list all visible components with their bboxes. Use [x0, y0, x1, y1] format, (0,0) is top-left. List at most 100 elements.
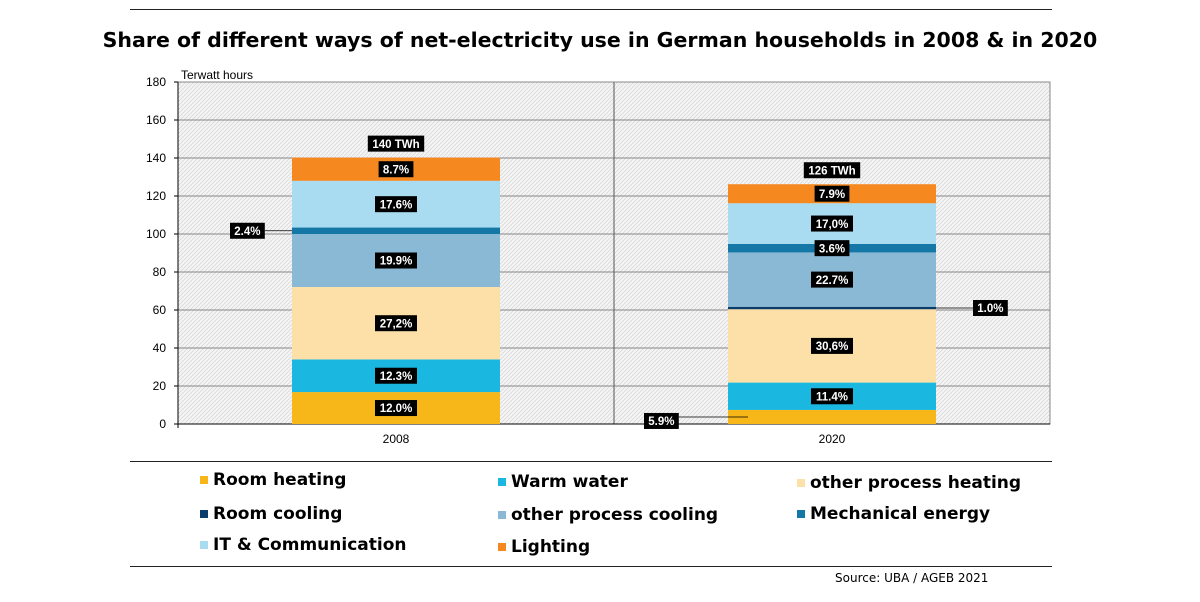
y-tick-label: 140: [146, 151, 166, 165]
legend-label: Room heating: [213, 470, 347, 490]
data-label-text: 3.6%: [819, 243, 845, 255]
data-label-text: 140 TWh: [372, 139, 419, 151]
y-tick-label: 80: [153, 265, 167, 279]
legend-label: Mechanical energy: [810, 504, 991, 524]
legend-swatch: [200, 541, 208, 549]
legend-top-rule: [130, 461, 1052, 462]
y-axis-ticks: 0 20 40 60 80 100 120 140 160 180: [146, 75, 178, 431]
data-label-text: 8.7%: [383, 164, 409, 176]
legend-item-mechanical-energy: Mechanical energy: [797, 504, 990, 524]
legend-item-it-communication: IT & Communication: [200, 535, 406, 555]
data-label-bg: [375, 252, 417, 269]
data-label: 2.4%: [230, 222, 265, 239]
y-tick-label: 60: [153, 303, 167, 317]
data-label-text: 5.9%: [648, 416, 674, 428]
x-axis-labels: 2008 2020: [383, 432, 846, 446]
data-label: 5.9%: [644, 412, 679, 429]
data-label-text: 11.4%: [816, 391, 848, 403]
data-label-text: 19.9%: [380, 256, 413, 268]
data-label: 3.6%: [814, 240, 850, 257]
data-label-bg: [367, 135, 425, 152]
legend-swatch: [498, 511, 506, 519]
data-label-bg: [803, 162, 861, 179]
legend-item-room-heating: Room heating: [200, 470, 346, 490]
data-label-bg: [973, 300, 1008, 317]
legend-label: Lighting: [511, 537, 591, 557]
data-label-bg: [378, 161, 414, 178]
bar-segment-room-heating: [728, 409, 936, 424]
legend-label: other process cooling: [511, 505, 719, 525]
legend-swatch: [200, 510, 208, 518]
legend-label: Room cooling: [213, 504, 343, 524]
source-note: Source: UBA / AGEB 2021: [835, 571, 989, 585]
data-label-bg: [814, 185, 850, 202]
x-tick-label: 2020: [819, 432, 846, 446]
data-label: 19.9%: [375, 252, 417, 269]
legend-swatch: [498, 478, 506, 486]
data-label-bg: [811, 337, 853, 354]
data-label: 8.7%: [378, 161, 414, 178]
data-label-text: 2.4%: [234, 226, 260, 238]
y-tick-label: 120: [146, 189, 166, 203]
data-label-bg: [375, 400, 417, 417]
data-label-bg: [644, 412, 679, 429]
data-label: 17,0%: [811, 215, 853, 232]
data-label-text: 1.0%: [977, 303, 1003, 315]
data-label: 140 TWh: [367, 135, 425, 152]
chart-title: Share of different ways of net-electrici…: [102, 28, 1098, 52]
data-label: 11.4%: [811, 388, 853, 405]
data-label-bg: [811, 215, 853, 232]
y-tick-label: 40: [153, 341, 167, 355]
y-tick-label: 160: [146, 113, 166, 127]
data-label-text: 12.0%: [380, 403, 413, 415]
data-label-text: 7.9%: [819, 189, 845, 201]
data-label: 12.0%: [375, 400, 417, 417]
legend-swatch: [200, 476, 208, 484]
legend-item-other-process-cooling: other process cooling: [498, 505, 718, 525]
legend-label: other process heating: [810, 473, 1022, 493]
chart: 0 20 40 60 80 100 120 140 160 180 Terwatt hours 1…: [146, 68, 1051, 446]
data-label-bg: [811, 388, 853, 405]
x-tick-label: 2008: [383, 432, 410, 446]
data-label-text: 22.7%: [816, 275, 849, 287]
y-tick-label: 20: [153, 379, 167, 393]
data-label: 27,2%: [375, 315, 417, 332]
bottom-rule: [130, 566, 1052, 567]
legend-label: Warm water: [511, 472, 628, 492]
bars: 12.0% 12.3% 27,2% 19.9% 2.4% 17.6% 8.7% 140 TWh…: [230, 135, 1008, 429]
data-label-bg: [375, 196, 417, 213]
legend: Room heating Warm water other process he…: [0, 462, 1200, 562]
data-label: 30,6%: [811, 337, 853, 354]
legend-label: IT & Communication: [213, 535, 407, 555]
legend-swatch: [797, 510, 805, 518]
data-label-bg: [814, 240, 850, 257]
legend-swatch: [797, 479, 805, 487]
y-tick-label: 180: [146, 75, 166, 89]
y-tick-label: 100: [146, 227, 166, 241]
bar-segment-mechanical-energy: [292, 227, 500, 234]
data-label-bg: [230, 222, 265, 239]
data-label-text: 17,0%: [816, 219, 849, 231]
data-label-text: 27,2%: [380, 318, 413, 330]
bar-segment-room-cooling: [728, 306, 936, 310]
legend-item-room-cooling: Room cooling: [200, 504, 342, 524]
data-label-text: 30,6%: [816, 341, 849, 353]
data-label-text: 17.6%: [380, 199, 413, 211]
data-label: 1.0%: [973, 300, 1008, 317]
data-label: 126 TWh: [803, 162, 861, 179]
legend-swatch: [498, 543, 506, 551]
data-label-text: 12.3%: [380, 371, 413, 383]
data-label-bg: [375, 367, 417, 384]
data-label-bg: [811, 271, 853, 288]
legend-item-lighting: Lighting: [498, 537, 590, 557]
top-rule: [130, 9, 1052, 10]
y-tick-label: 0: [159, 417, 166, 431]
data-label-bg: [375, 315, 417, 332]
data-label-text: 126 TWh: [808, 165, 855, 177]
data-label: 7.9%: [814, 185, 850, 202]
y-axis-label: Terwatt hours: [181, 68, 253, 82]
data-label: 22.7%: [811, 271, 853, 288]
data-label: 12.3%: [375, 367, 417, 384]
data-label: 17.6%: [375, 196, 417, 213]
legend-item-other-process-heating: other process heating: [797, 473, 1021, 493]
